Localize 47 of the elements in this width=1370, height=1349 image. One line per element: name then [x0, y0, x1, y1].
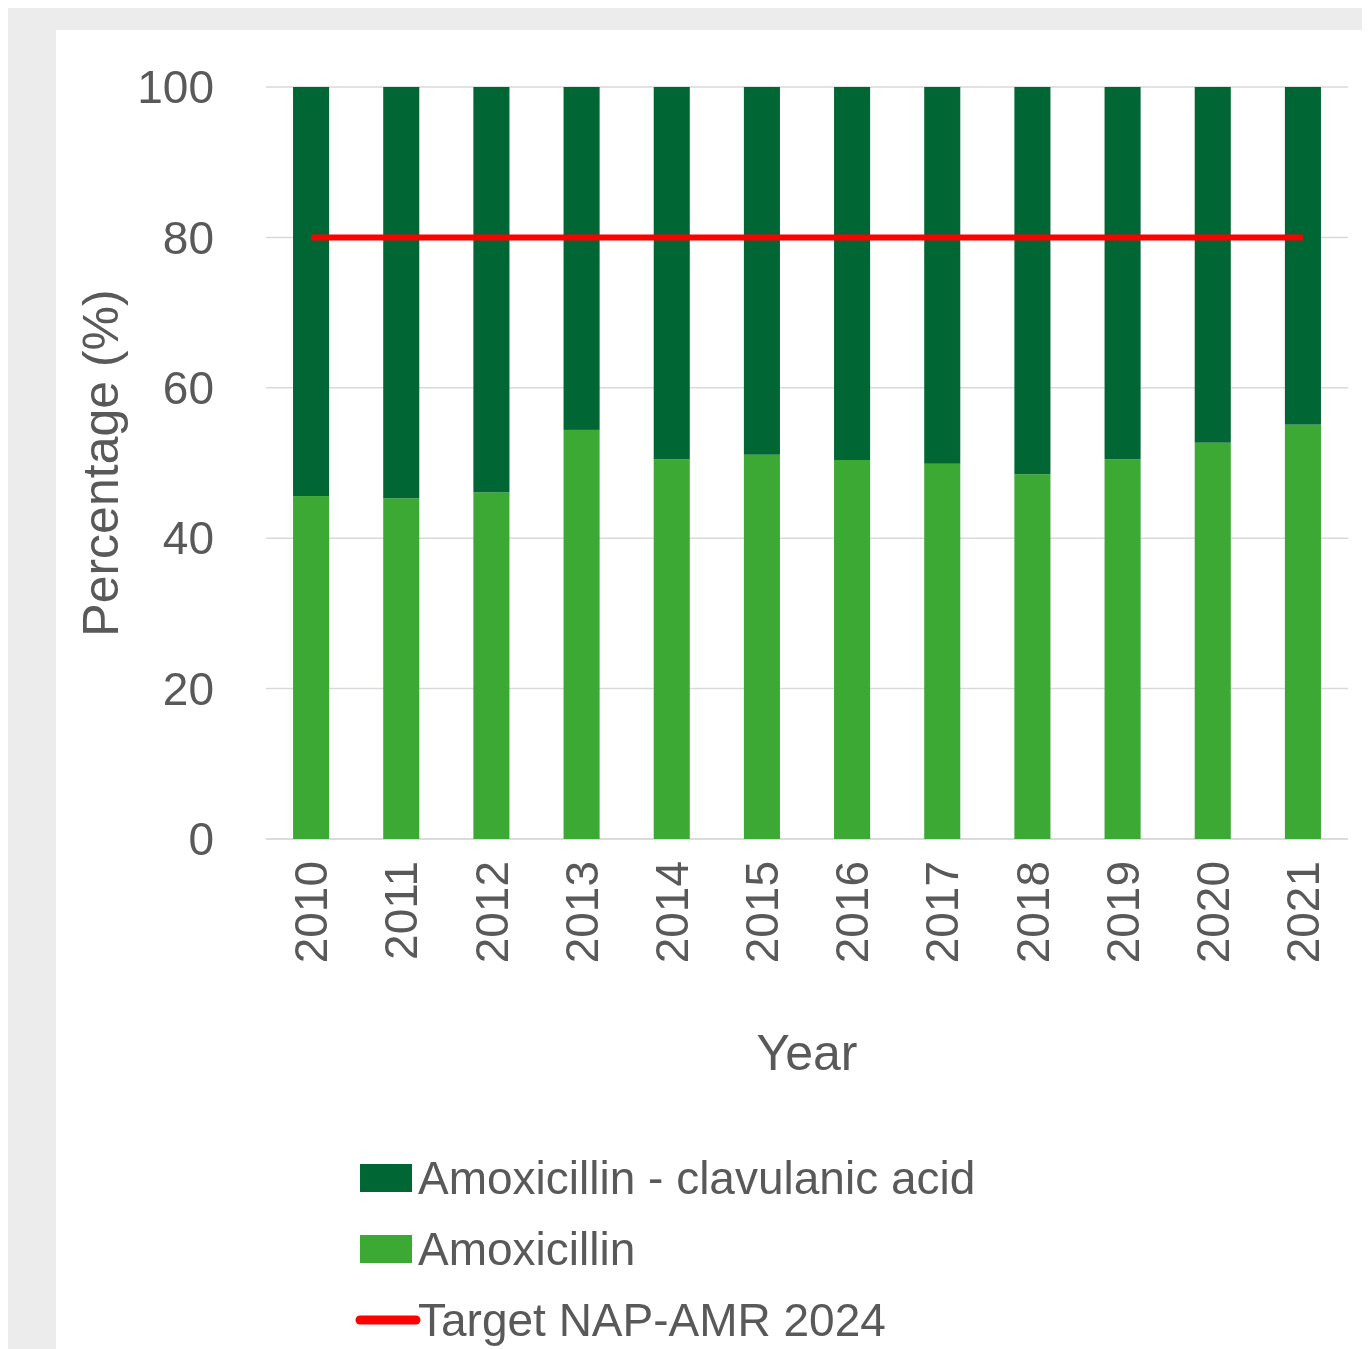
- bar: [1194, 442, 1231, 839]
- bar: [1104, 459, 1141, 839]
- legend-label: Amoxicillin - clavulanic acid: [418, 1152, 976, 1205]
- x-tick-label: 2015: [736, 861, 789, 964]
- bar: [383, 498, 420, 839]
- legend-label: Target NAP-AMR 2024: [418, 1294, 886, 1347]
- bar: [1104, 87, 1141, 460]
- bar: [1014, 474, 1051, 839]
- y-tick-label: 40: [162, 512, 214, 565]
- y-tick-label: 100: [137, 61, 214, 114]
- y-tick-label: 80: [162, 211, 214, 264]
- y-tick-label: 20: [162, 662, 214, 715]
- x-tick-label: 2012: [465, 861, 518, 964]
- bar: [834, 459, 871, 839]
- bar: [743, 87, 780, 455]
- bar: [473, 87, 510, 493]
- x-tick-label: 2010: [285, 861, 338, 964]
- bar: [383, 87, 420, 499]
- bar: [924, 463, 961, 839]
- bar: [743, 454, 780, 839]
- bar: [563, 87, 600, 430]
- x-tick-label: 2013: [555, 861, 608, 964]
- x-tick-label: 2014: [645, 861, 698, 964]
- x-tick-label: 2011: [375, 861, 428, 960]
- bar: [1194, 87, 1231, 443]
- x-tick-label: 2018: [1006, 861, 1059, 964]
- bar: [293, 87, 330, 497]
- y-tick-label: 60: [162, 361, 214, 414]
- legend-label: Amoxicillin: [418, 1223, 636, 1276]
- y-tick-label: 0: [188, 813, 214, 866]
- y-axis-title: Percentage (%): [73, 289, 129, 637]
- bar: [473, 492, 510, 839]
- x-tick-label: 2019: [1096, 861, 1149, 964]
- x-axis-title: Year: [756, 1025, 858, 1081]
- bar: [924, 87, 961, 464]
- x-tick-label: 2020: [1186, 861, 1239, 964]
- bar: [293, 496, 330, 839]
- bar: [563, 429, 600, 839]
- x-tick-label: 2017: [916, 861, 969, 964]
- bar: [653, 459, 690, 839]
- bar: [653, 87, 690, 460]
- bar: [1014, 87, 1051, 475]
- bar: [834, 87, 871, 460]
- bar: [1284, 87, 1321, 425]
- x-tick-label: 2016: [826, 861, 879, 964]
- x-tick-label: 2021: [1277, 861, 1330, 964]
- bar: [1284, 424, 1321, 839]
